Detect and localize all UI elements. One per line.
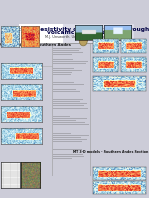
Bar bbox=[53, 158, 72, 159]
Bar bbox=[53, 137, 81, 138]
Bar bbox=[53, 48, 80, 49]
Bar bbox=[53, 68, 74, 69]
Bar bbox=[53, 139, 87, 140]
Bar bbox=[53, 82, 74, 83]
Bar bbox=[53, 84, 84, 85]
Bar bbox=[53, 103, 87, 104]
Bar bbox=[53, 70, 82, 71]
Text: MT 3-D models - Southern Andes: MT 3-D models - Southern Andes bbox=[0, 43, 71, 47]
Bar bbox=[53, 59, 73, 60]
Circle shape bbox=[79, 35, 87, 46]
Bar bbox=[53, 61, 88, 62]
Bar bbox=[53, 66, 76, 67]
Bar bbox=[53, 74, 71, 75]
Polygon shape bbox=[19, 24, 63, 43]
Bar bbox=[53, 50, 79, 51]
Bar bbox=[53, 89, 76, 90]
Bar bbox=[53, 154, 83, 155]
Bar bbox=[19, 43, 134, 176]
Text: M.J. Unsworth, University of Alberta: M.J. Unsworth, University of Alberta bbox=[45, 35, 108, 39]
Bar bbox=[53, 118, 87, 119]
Bar bbox=[106, 37, 118, 42]
Bar bbox=[53, 120, 76, 121]
Text: volcanic calderas: volcanic calderas bbox=[48, 30, 105, 35]
Text: NSERC: NSERC bbox=[107, 38, 118, 42]
Text: Electrical resistivity cross sections through: Electrical resistivity cross sections th… bbox=[4, 27, 149, 32]
Bar bbox=[19, 24, 134, 43]
Bar bbox=[53, 116, 70, 117]
Bar bbox=[53, 101, 80, 102]
Text: MT 3-D models - Southern Andes Section: MT 3-D models - Southern Andes Section bbox=[73, 149, 149, 153]
Bar bbox=[53, 63, 86, 64]
Bar bbox=[53, 122, 85, 123]
Bar bbox=[53, 54, 72, 55]
Bar bbox=[53, 141, 82, 142]
Bar bbox=[53, 156, 84, 157]
Bar bbox=[53, 72, 72, 73]
Bar bbox=[53, 149, 82, 150]
Bar bbox=[53, 108, 88, 109]
Bar bbox=[53, 151, 73, 152]
Bar bbox=[53, 87, 78, 88]
Bar bbox=[53, 135, 89, 136]
Bar bbox=[53, 91, 80, 92]
Bar bbox=[53, 52, 83, 53]
Bar bbox=[53, 99, 83, 100]
Bar bbox=[53, 124, 89, 125]
